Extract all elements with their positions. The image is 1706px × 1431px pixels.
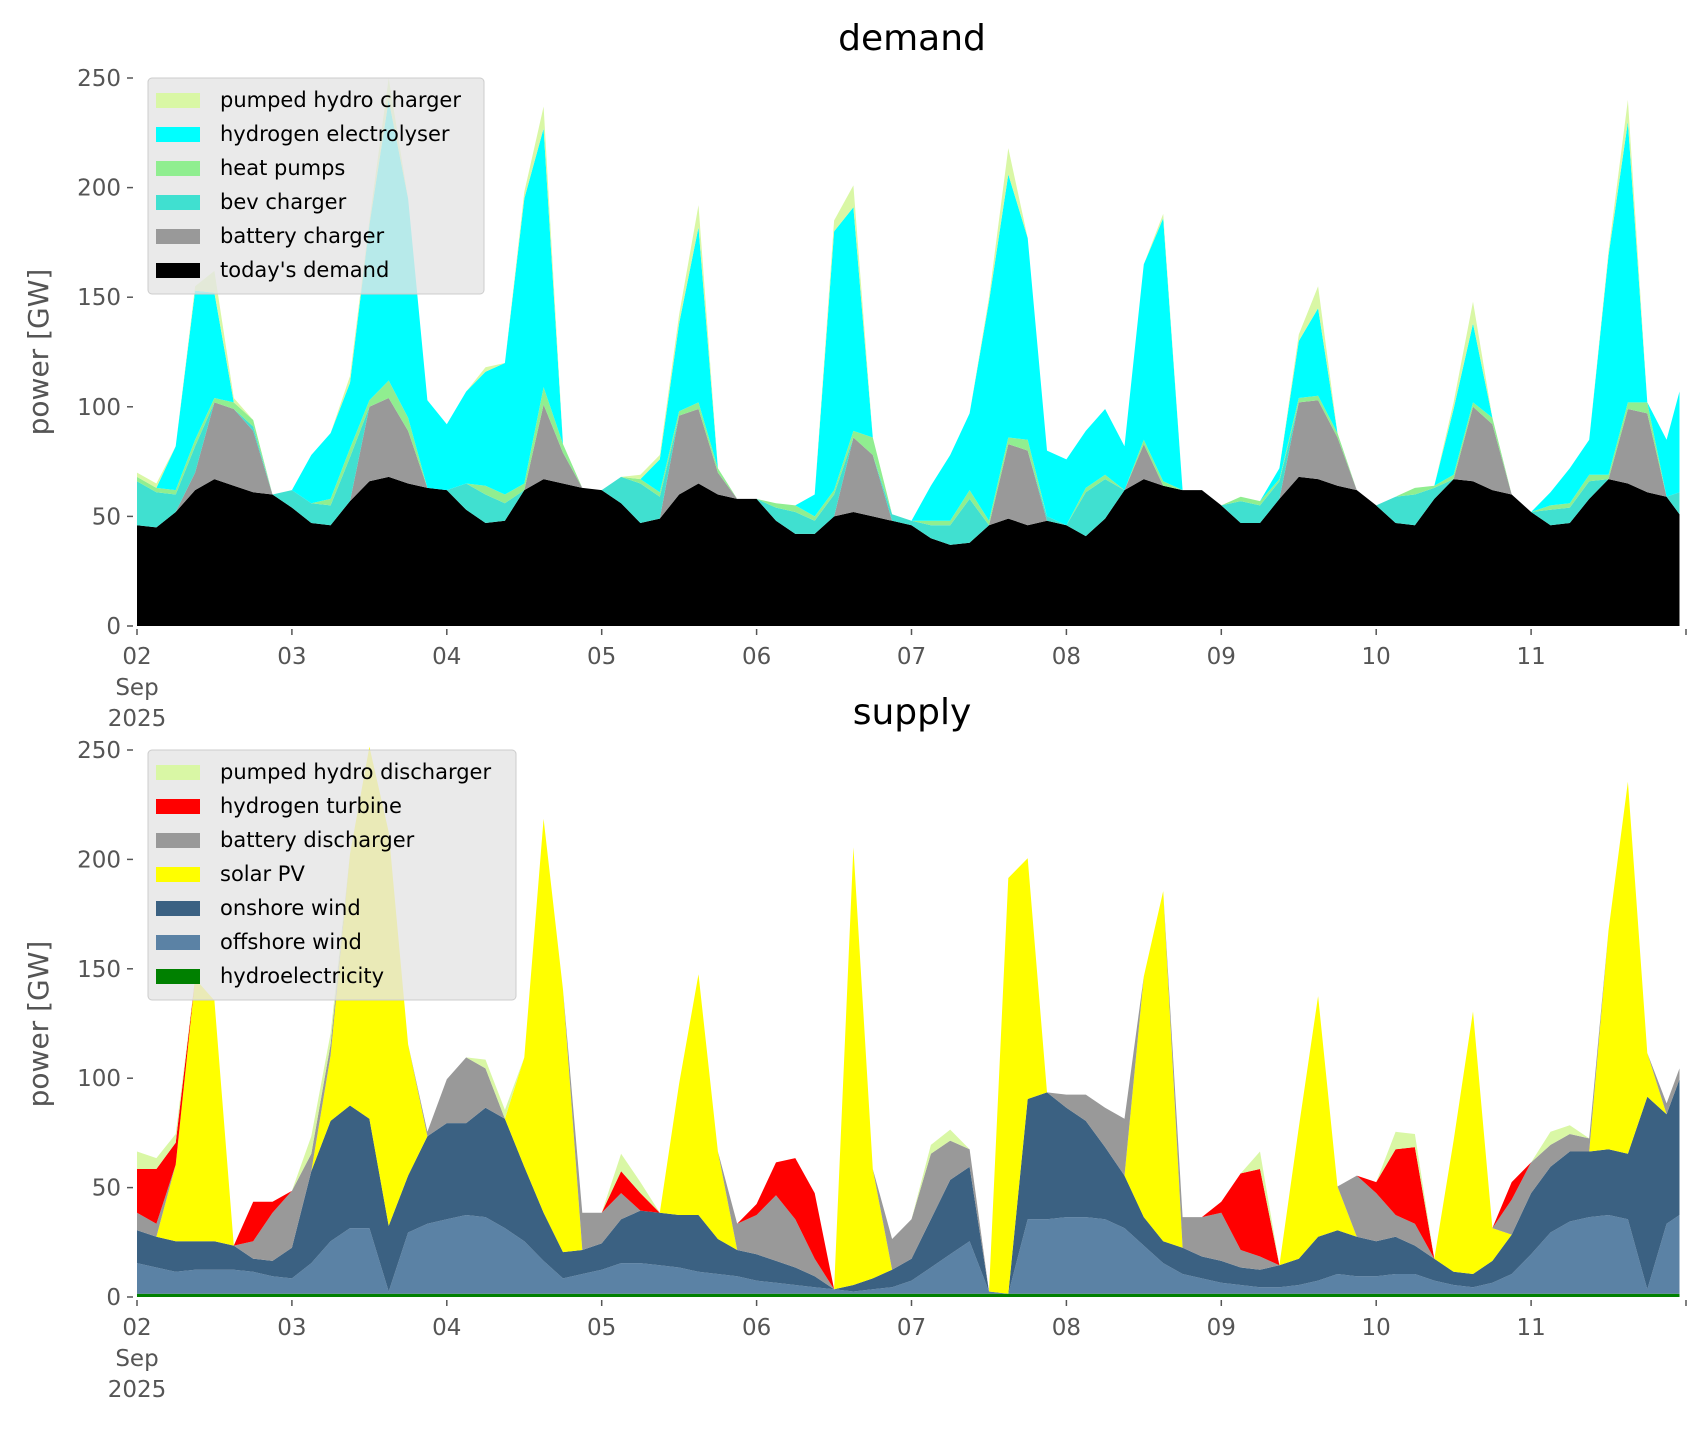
- supply-x-tick-label: Sep: [115, 1346, 158, 1372]
- demand-legend-label-bev-charger: bev charger: [220, 190, 347, 214]
- supply-legend-label-solar-pv: solar PV: [220, 862, 305, 886]
- demand-legend: pumped hydro charger hydrogen electrolyse…: [147, 77, 485, 295]
- supply-legend-swatch-onshore-wind: [156, 901, 200, 916]
- supply-x-tick-label: 10: [1362, 1315, 1391, 1341]
- supply-x-ticks: 02 Sep 2025 03 04 05 06 07 08 09 10 11: [108, 1300, 1687, 1403]
- demand-y-tick-label: 100: [77, 395, 121, 421]
- demand-legend-swatch-hydrogen-electrolyser: [156, 127, 200, 142]
- demand-legend-label-pumped-hydro-charger: pumped hydro charger: [220, 88, 461, 112]
- demand-y-tick-label: 50: [92, 504, 121, 530]
- supply-title: supply: [853, 692, 972, 733]
- demand-legend-swatch-today-s-demand: [156, 263, 200, 278]
- supply-x-tick-label: 08: [1052, 1315, 1081, 1341]
- supply-legend-swatch-offshore-wind: [156, 935, 200, 950]
- supply-area-onshore-wind: [137, 1079, 1680, 1294]
- supply-legend-swatch-hydrogen-turbine: [156, 799, 200, 814]
- demand-x-tick-label: 11: [1516, 644, 1545, 670]
- supply-y-axis-label: power [GW]: [22, 941, 55, 1108]
- demand-area-heat-pumps: [137, 380, 1680, 526]
- supply-legend-label-hydrogen-turbine: hydrogen turbine: [220, 794, 402, 818]
- supply-x-tick-label: 06: [742, 1315, 771, 1341]
- demand-x-tick-label: 2025: [108, 706, 167, 732]
- demand-x-ticks: 02 Sep 2025 03 04 05 06 07 08 09 10 11: [108, 629, 1687, 732]
- demand-x-tick-label: 05: [587, 644, 616, 670]
- supply-y-ticks: 0 50 100 150 200 250: [77, 738, 133, 1311]
- supply-y-tick-label: 50: [92, 1176, 121, 1202]
- demand-x-tick-label: 04: [432, 644, 461, 670]
- demand-legend-swatch-battery-charger: [156, 229, 200, 244]
- demand-legend-label-hydrogen-electrolyser: hydrogen electrolyser: [220, 122, 450, 146]
- supply-x-tick-label: 02: [122, 1315, 151, 1341]
- demand-y-tick-label: 150: [77, 285, 121, 311]
- demand-area-battery-charger: [137, 398, 1680, 545]
- supply-x-tick-label: 09: [1207, 1315, 1236, 1341]
- demand-y-tick-label: 0: [106, 614, 121, 640]
- supply-area-hydroelectricity: [137, 1293, 1680, 1297]
- demand-legend-swatch-pumped-hydro-charger: [156, 93, 200, 108]
- demand-legend-swatch-bev-charger: [156, 195, 200, 210]
- supply-area-solar-pv: [137, 746, 1680, 1294]
- supply-legend-label-pumped-hydro-discharger: pumped hydro discharger: [220, 760, 491, 784]
- supply-x-tick-label: 07: [897, 1315, 926, 1341]
- demand-y-ticks: 0 50 100 150 200 250: [77, 66, 133, 640]
- supply-x-tick-label: 05: [587, 1315, 616, 1341]
- supply-legend-swatch-solar-pv: [156, 867, 200, 882]
- demand-y-tick-label: 250: [77, 66, 121, 92]
- supply-legend-swatch-battery-discharger: [156, 833, 200, 848]
- supply-y-tick-label: 100: [77, 1066, 121, 1092]
- supply-y-tick-label: 0: [106, 1285, 121, 1311]
- demand-x-tick-label: 06: [742, 644, 771, 670]
- demand-legend-label-battery-charger: battery charger: [220, 224, 385, 248]
- supply-legend-swatch-hydroelectricity: [156, 969, 200, 984]
- supply-area-battery-discharger: [137, 746, 1680, 1292]
- supply-legend-swatch-pumped-hydro-discharger: [156, 765, 200, 780]
- demand-x-tick-label: Sep: [115, 675, 158, 701]
- supply-x-tick-label: 11: [1516, 1315, 1545, 1341]
- demand-x-tick-label: 10: [1362, 644, 1391, 670]
- supply-x-tick-label: 04: [432, 1315, 461, 1341]
- supply-y-tick-label: 250: [77, 738, 121, 764]
- supply-legend-label-onshore-wind: onshore wind: [220, 896, 361, 920]
- demand-area-hydrogen-electrolyser: [137, 99, 1680, 526]
- demand-legend-label-heat-pumps: heat pumps: [220, 156, 345, 180]
- supply-x-tick-label: 2025: [108, 1377, 167, 1403]
- demand-x-tick-label: 08: [1052, 644, 1081, 670]
- demand-legend-frame: [147, 77, 485, 295]
- demand-title: demand: [838, 18, 986, 59]
- supply-y-tick-label: 200: [77, 847, 121, 873]
- supply-legend-frame: [147, 749, 517, 1001]
- supply-legend-label-offshore-wind: offshore wind: [220, 930, 362, 954]
- demand-legend-label-today-s-demand: today's demand: [220, 258, 389, 282]
- demand-x-tick-label: 02: [122, 644, 151, 670]
- supply-y-tick-label: 150: [77, 957, 121, 983]
- demand-area-today-s-demand: [137, 476, 1680, 626]
- supply-legend: pumped hydro discharger hydrogen turbine b…: [147, 749, 517, 1001]
- demand-x-tick-label: 09: [1207, 644, 1236, 670]
- demand-areas: [137, 78, 1680, 626]
- supply-x-tick-label: 03: [277, 1315, 306, 1341]
- supply-areas: [137, 746, 1680, 1297]
- demand-x-tick-label: 07: [897, 644, 926, 670]
- supply-legend-label-battery-discharger: battery discharger: [220, 828, 415, 852]
- supply-area-offshore-wind: [137, 1215, 1680, 1294]
- supply-legend-label-hydroelectricity: hydroelectricity: [220, 964, 384, 988]
- demand-legend-swatch-heat-pumps: [156, 161, 200, 176]
- demand-y-axis-label: power [GW]: [22, 269, 55, 436]
- demand-y-tick-label: 200: [77, 176, 121, 202]
- demand-x-tick-label: 03: [277, 644, 306, 670]
